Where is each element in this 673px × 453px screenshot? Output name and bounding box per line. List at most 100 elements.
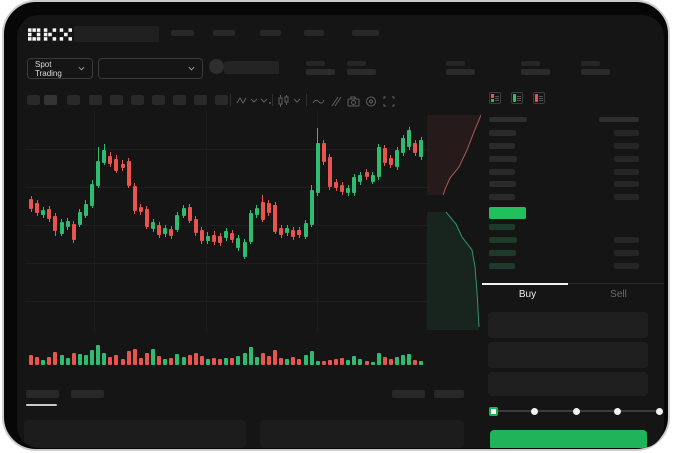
screenshot-camera-icon[interactable] <box>347 96 360 107</box>
volume-bar <box>218 359 223 365</box>
timeframe-button[interactable] <box>67 95 80 105</box>
gridline <box>206 110 207 332</box>
candle-body <box>266 203 271 213</box>
ask-price-placeholder[interactable] <box>489 156 517 162</box>
timeframe-button[interactable] <box>194 95 207 105</box>
gridline <box>94 110 95 332</box>
bottom-tab-placeholder[interactable] <box>434 390 464 398</box>
line-tool-icon[interactable] <box>312 98 325 105</box>
gridline <box>25 225 429 226</box>
order-input-field[interactable] <box>488 372 648 396</box>
volume-bar <box>254 357 259 365</box>
ask-amount-placeholder <box>614 169 639 175</box>
toolbar-divider <box>306 94 307 106</box>
volume-bar <box>53 352 58 365</box>
timeframe-button[interactable] <box>152 95 165 105</box>
book-bids-icon[interactable] <box>511 92 523 104</box>
volume-bar <box>401 355 406 365</box>
candle-body <box>199 230 204 241</box>
bottom-panel <box>24 420 246 448</box>
candle-body <box>175 215 180 230</box>
tab-sell[interactable]: Sell <box>573 284 664 304</box>
candle-body <box>193 219 198 233</box>
gridline <box>25 187 429 188</box>
book-combined-icon[interactable] <box>489 92 501 104</box>
volume-bar <box>163 359 168 365</box>
ask-price-placeholder[interactable] <box>489 194 515 200</box>
volume-bar <box>108 357 113 365</box>
candle-body <box>260 202 265 220</box>
pair-selector-dropdown[interactable] <box>98 58 203 79</box>
timeframe-button[interactable] <box>215 95 228 105</box>
fullscreen-icon[interactable] <box>383 96 395 107</box>
bottom-tab-placeholder[interactable] <box>392 390 425 398</box>
ask-price-placeholder[interactable] <box>489 181 516 187</box>
candle-body <box>65 221 70 227</box>
slider-step-dot[interactable] <box>614 407 621 415</box>
market-type-dropdown[interactable]: Spot Trading <box>27 58 93 79</box>
last-price-badge[interactable] <box>489 207 526 219</box>
volume-bar <box>340 358 345 365</box>
chevron-down-icon <box>188 66 195 71</box>
candle-body <box>236 238 241 248</box>
chart-type-dropdown[interactable] <box>236 95 258 106</box>
slider-step-dot[interactable] <box>655 407 663 415</box>
timeframe-button[interactable] <box>110 95 123 105</box>
book-asks-icon[interactable] <box>533 92 545 104</box>
bottom-tab-placeholder[interactable] <box>26 390 59 398</box>
volume-bar <box>273 350 277 365</box>
candle-body <box>41 210 46 215</box>
volume-bar <box>370 362 375 365</box>
volume-bar <box>327 360 332 365</box>
bid-price-placeholder[interactable] <box>489 237 517 243</box>
candle-body <box>120 164 125 168</box>
candle-body <box>303 223 308 237</box>
drawing-tools-icon[interactable] <box>330 96 342 107</box>
candlestick-chart[interactable] <box>25 110 429 332</box>
buy-submit-button[interactable] <box>490 430 647 448</box>
bid-price-placeholder[interactable] <box>489 263 515 269</box>
candle-body <box>364 172 369 177</box>
bid-price-placeholder[interactable] <box>489 224 515 230</box>
stat-label-placeholder <box>446 61 465 66</box>
nav-item-placeholder[interactable] <box>213 30 235 36</box>
volume-bar <box>65 358 70 365</box>
order-input-field[interactable] <box>488 342 648 368</box>
tab-buy[interactable]: Buy <box>482 284 573 304</box>
ask-price-placeholder[interactable] <box>489 169 515 175</box>
interval-dropdown[interactable] <box>260 97 272 105</box>
timeframe-button[interactable] <box>89 95 102 105</box>
candle-body <box>138 207 143 212</box>
nav-item-placeholder[interactable] <box>304 30 324 36</box>
bid-amount-placeholder <box>614 263 639 269</box>
volume-bar <box>138 358 143 365</box>
slider-step-dot[interactable] <box>572 407 580 415</box>
timeframe-button[interactable] <box>131 95 144 105</box>
indicators-dropdown[interactable] <box>278 95 302 107</box>
timeframe-button[interactable] <box>27 95 40 105</box>
volume-bar <box>193 353 198 365</box>
volume-bar <box>96 345 101 365</box>
volume-bar <box>175 354 180 365</box>
sell-tab-label: Sell <box>610 288 627 300</box>
volume-bar <box>419 361 424 365</box>
candle-body <box>285 228 290 233</box>
nav-item-placeholder[interactable] <box>352 30 379 36</box>
candle-body <box>126 161 131 186</box>
bottom-tab-placeholder[interactable] <box>71 390 104 398</box>
nav-item-placeholder[interactable] <box>260 30 281 36</box>
timeframe-button[interactable] <box>173 95 186 105</box>
ask-price-placeholder[interactable] <box>489 143 515 149</box>
nav-item-placeholder[interactable] <box>171 30 194 36</box>
candle-body <box>205 236 210 241</box>
timeframe-button[interactable] <box>44 95 57 105</box>
slider-step-dot[interactable] <box>531 407 538 415</box>
volume-bar <box>248 347 253 365</box>
volume-bar <box>120 359 125 365</box>
volume-bar <box>199 356 204 365</box>
slider-handle[interactable] <box>488 406 498 416</box>
ask-price-placeholder[interactable] <box>489 130 516 136</box>
chart-settings-icon[interactable] <box>365 96 377 107</box>
order-input-field[interactable] <box>488 312 648 338</box>
bid-price-placeholder[interactable] <box>489 250 516 256</box>
